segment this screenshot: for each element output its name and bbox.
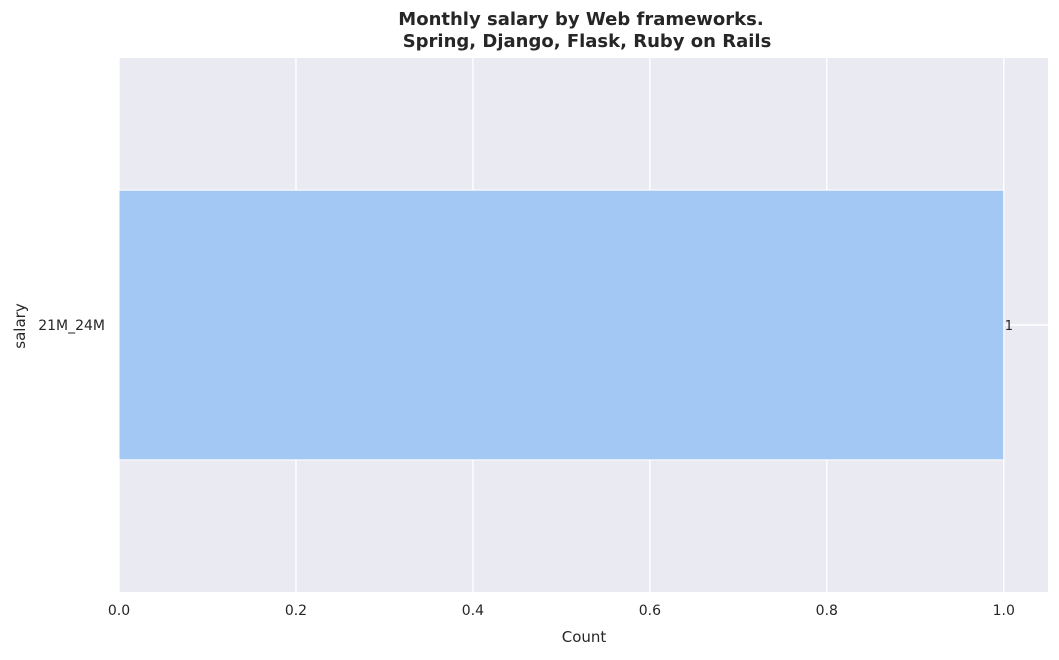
- data-labels: 1: [1005, 319, 1013, 334]
- x-tick-label: 0.4: [462, 603, 484, 619]
- x-tick-label: 0.6: [639, 603, 661, 619]
- x-axis-ticks: 0.0 0.2 0.4 0.6 0.8 1.0: [108, 603, 1015, 619]
- x-tick-label: 0.2: [285, 603, 307, 619]
- x-axis-label: Count: [562, 628, 607, 646]
- plot-area: [118, 58, 1048, 592]
- x-tick-label: 1.0: [993, 603, 1015, 619]
- bar: [118, 189, 1005, 461]
- chart-title: Monthly salary by Web frameworks.: [398, 9, 763, 30]
- chart-subtitle: Spring, Django, Flask, Ruby on Rails: [403, 31, 772, 52]
- x-tick-label: 0.8: [816, 603, 838, 619]
- y-axis-ticks: 21M_24M: [38, 318, 105, 334]
- bar-value-label: 1: [1005, 319, 1013, 334]
- y-axis-label: salary: [11, 303, 29, 349]
- y-tick-label: 21M_24M: [38, 318, 105, 334]
- x-tick-label: 0.0: [108, 603, 130, 619]
